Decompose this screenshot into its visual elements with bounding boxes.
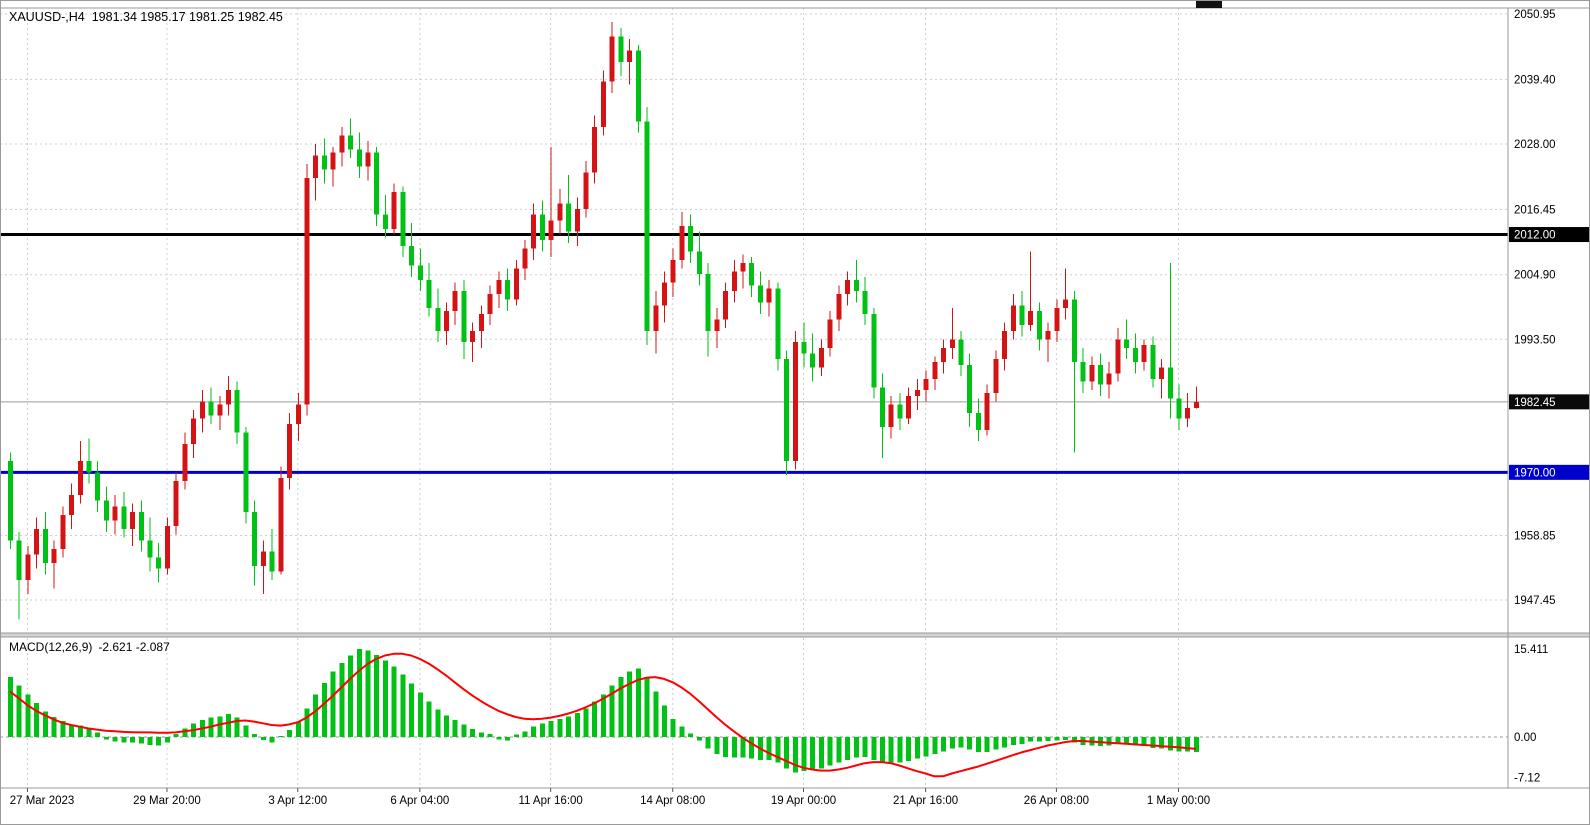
- svg-text:-7.12: -7.12: [1514, 773, 1540, 785]
- macd-scale[interactable]: 15.411 0.00 -7.12: [1514, 644, 1548, 784]
- chart-symbol-ohlc: XAUUSD-,H4 1981.34 1985.17 1981.25 1982.4…: [9, 10, 290, 24]
- time-scale[interactable]: 27 Mar 2023 29 Mar 20:00 3 Apr 12:00 6 Apr …: [10, 788, 1210, 807]
- svg-text:2028.00: 2028.00: [1514, 139, 1556, 151]
- macd-indicator-label: MACD(12,26,9) -2.621 -2.087: [9, 640, 176, 654]
- svg-text:2039.40: 2039.40: [1514, 74, 1556, 86]
- svg-text:27 Mar 2023: 27 Mar 2023: [10, 795, 75, 807]
- chart-shift-marker[interactable]: [1196, 1, 1222, 8]
- macd-name-label: MACD(12,26,9): [9, 640, 93, 654]
- price-gridlines: [0, 13, 1508, 601]
- ohlc-values: 1981.34 1985.17 1981.25 1982.45: [91, 10, 283, 24]
- macd-values: -2.621 -2.087: [98, 640, 170, 654]
- svg-text:3 Apr 12:00: 3 Apr 12:00: [268, 795, 327, 807]
- svg-text:21 Apr 16:00: 21 Apr 16:00: [893, 795, 958, 807]
- svg-text:19 Apr 00:00: 19 Apr 00:00: [771, 795, 836, 807]
- svg-text:2050.95: 2050.95: [1514, 9, 1556, 21]
- svg-text:26 Apr 08:00: 26 Apr 08:00: [1024, 795, 1089, 807]
- svg-text:1970.00: 1970.00: [1514, 467, 1556, 479]
- svg-text:1947.45: 1947.45: [1514, 595, 1556, 607]
- svg-text:2016.45: 2016.45: [1514, 204, 1556, 216]
- svg-text:1 May 00:00: 1 May 00:00: [1147, 795, 1210, 807]
- price-badge-1982.45: [1509, 394, 1589, 410]
- macd-histogram: [8, 649, 1199, 773]
- svg-text:2004.90: 2004.90: [1514, 270, 1556, 282]
- price-badge-1970.00: [1509, 464, 1589, 480]
- svg-text:29 Mar 20:00: 29 Mar 20:00: [133, 795, 201, 807]
- svg-text:1958.85: 1958.85: [1514, 530, 1556, 542]
- price-scale[interactable]: 2050.95 2039.40 2028.00 2016.45 2004.90 1993.…: [1509, 9, 1589, 607]
- svg-text:15.411: 15.411: [1514, 644, 1548, 656]
- svg-text:6 Apr 04:00: 6 Apr 04:00: [390, 795, 449, 807]
- symbol-period-label: XAUUSD-,H4: [9, 10, 85, 24]
- candles-group: [8, 22, 1199, 620]
- pane-splitter[interactable]: [0, 633, 1590, 637]
- svg-text:2012.00: 2012.00: [1514, 230, 1556, 242]
- svg-text:0.00: 0.00: [1514, 732, 1536, 744]
- price-badge-2012.00: [1509, 227, 1589, 243]
- macd-signal-line: [9, 652, 1196, 778]
- svg-text:1982.45: 1982.45: [1514, 397, 1556, 409]
- svg-text:1993.50: 1993.50: [1514, 334, 1556, 346]
- svg-text:14 Apr 08:00: 14 Apr 08:00: [640, 795, 705, 807]
- svg-text:11 Apr 16:00: 11 Apr 16:00: [518, 795, 582, 807]
